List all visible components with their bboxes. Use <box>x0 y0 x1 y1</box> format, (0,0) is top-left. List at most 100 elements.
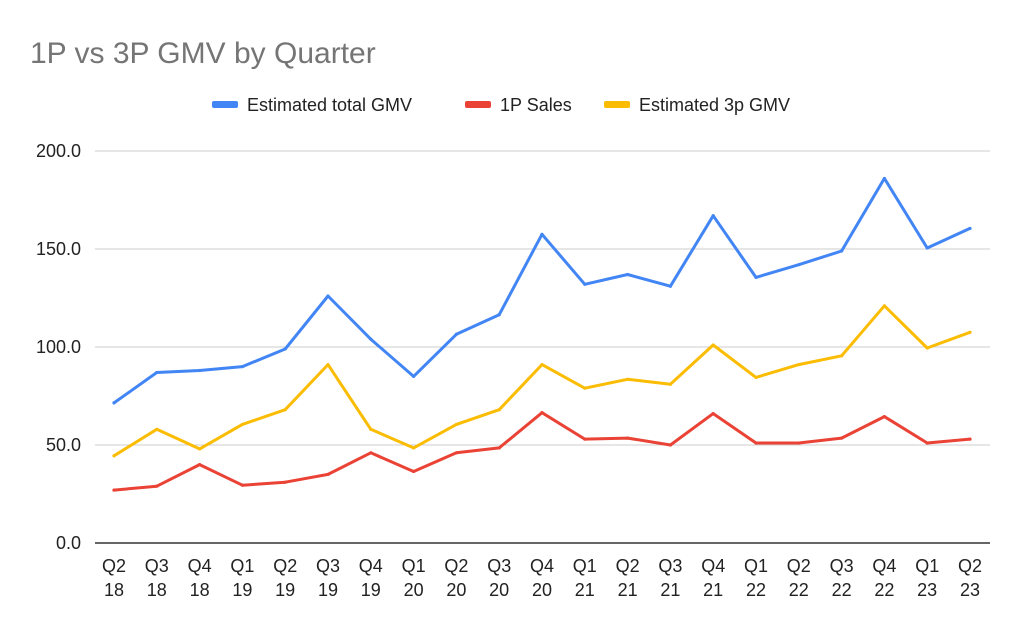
data-point <box>198 368 202 373</box>
data-point <box>155 484 159 488</box>
data-point <box>882 414 887 419</box>
legend-label: 1P Sales <box>500 95 572 115</box>
data-point <box>583 386 587 390</box>
x-tick-label-year: 19 <box>361 580 381 600</box>
x-tick-label-year: 19 <box>318 580 338 600</box>
data-point <box>754 375 758 379</box>
data-point <box>283 347 287 351</box>
x-tick-label-year: 21 <box>618 580 638 600</box>
x-tick-label-year: 21 <box>575 580 595 600</box>
x-tick-label-year: 19 <box>232 580 252 600</box>
x-tick-label-year: 22 <box>746 580 766 600</box>
legend-swatch <box>212 101 238 108</box>
y-tick-label: 100.0 <box>36 337 81 357</box>
data-point <box>668 443 673 447</box>
x-tick-label-year: 21 <box>660 580 680 600</box>
series-lines <box>112 176 972 492</box>
legend-swatch <box>465 101 491 108</box>
x-tick-label-quarter: Q3 <box>830 556 854 576</box>
data-point <box>882 304 887 308</box>
x-tick-label-quarter: Q4 <box>188 556 212 576</box>
legend: Estimated total GMV 1P Sales Estimated 3p … <box>212 95 790 115</box>
x-tick-label-quarter: Q2 <box>444 556 468 576</box>
x-tick-label-quarter: Q2 <box>787 556 811 576</box>
data-point <box>797 441 801 445</box>
x-tick-label-quarter: Q1 <box>573 556 597 576</box>
data-point <box>540 363 544 367</box>
data-point <box>668 284 673 288</box>
data-point <box>497 408 501 412</box>
legend-item: 1P Sales <box>465 95 572 115</box>
data-point <box>454 422 458 427</box>
data-point <box>283 480 287 484</box>
data-point <box>497 313 501 317</box>
x-tick-label-year: 18 <box>190 580 210 600</box>
data-point <box>668 382 673 386</box>
x-tick-label-year: 22 <box>874 580 894 600</box>
data-point <box>925 346 929 350</box>
x-tick-label-quarter: Q1 <box>915 556 939 576</box>
data-point <box>882 176 887 181</box>
data-point <box>497 446 501 450</box>
data-point <box>326 294 330 298</box>
data-point <box>626 436 630 440</box>
data-point <box>198 463 202 467</box>
data-point <box>155 370 159 375</box>
x-tick-label-year: 20 <box>489 580 509 600</box>
data-point <box>240 422 244 427</box>
x-tick-label-quarter: Q3 <box>316 556 340 576</box>
data-point <box>925 441 929 445</box>
data-point <box>155 427 159 431</box>
data-point <box>968 437 972 441</box>
data-point <box>626 377 630 381</box>
data-point <box>968 330 972 334</box>
data-point <box>840 249 844 253</box>
data-point <box>112 401 116 405</box>
x-tick-label-quarter: Q2 <box>273 556 297 576</box>
data-point <box>754 275 758 280</box>
data-point <box>583 437 587 441</box>
data-point <box>840 354 844 358</box>
data-point <box>369 427 373 431</box>
x-tick-label-quarter: Q2 <box>958 556 982 576</box>
x-tick-label-quarter: Q2 <box>102 556 126 576</box>
x-tick-label-quarter: Q4 <box>359 556 383 576</box>
data-point <box>326 363 330 367</box>
series-line <box>112 176 972 405</box>
x-tick-label-quarter: Q3 <box>658 556 682 576</box>
x-tick-label-year: 19 <box>275 580 295 600</box>
x-tick-label-year: 22 <box>832 580 852 600</box>
data-point <box>840 436 844 440</box>
y-tick-label: 150.0 <box>36 239 81 259</box>
data-point <box>711 343 715 347</box>
data-point <box>454 332 458 336</box>
data-point <box>540 232 544 236</box>
data-point <box>112 454 116 458</box>
data-point <box>754 441 758 445</box>
x-tick-label-year: 22 <box>789 580 809 600</box>
series-estimated-total-gmv <box>112 176 972 405</box>
x-tick-label-year: 20 <box>446 580 466 600</box>
data-point <box>540 411 544 415</box>
data-point <box>797 263 801 267</box>
data-point <box>198 447 202 451</box>
data-point <box>326 472 330 476</box>
legend-item: Estimated 3p GMV <box>604 95 790 115</box>
data-point <box>412 446 416 450</box>
series-1p-sales <box>112 411 972 492</box>
data-point <box>454 451 458 455</box>
y-tick-label: 50.0 <box>46 435 81 455</box>
x-tick-label-quarter: Q4 <box>872 556 896 576</box>
legend-item: Estimated total GMV <box>212 95 412 115</box>
data-point <box>412 374 416 378</box>
data-point <box>240 365 244 369</box>
x-tick-label-quarter: Q4 <box>530 556 554 576</box>
y-axis-tick-labels: 0.0 50.0 100.0 150.0 200.0 <box>36 141 81 553</box>
x-tick-label-year: 23 <box>917 580 937 600</box>
y-tick-label: 200.0 <box>36 141 81 161</box>
x-tick-label-quarter: Q4 <box>701 556 725 576</box>
x-tick-label-year: 23 <box>960 580 980 600</box>
x-tick-label-year: 18 <box>147 580 167 600</box>
data-point <box>968 226 972 231</box>
data-point <box>240 483 244 487</box>
